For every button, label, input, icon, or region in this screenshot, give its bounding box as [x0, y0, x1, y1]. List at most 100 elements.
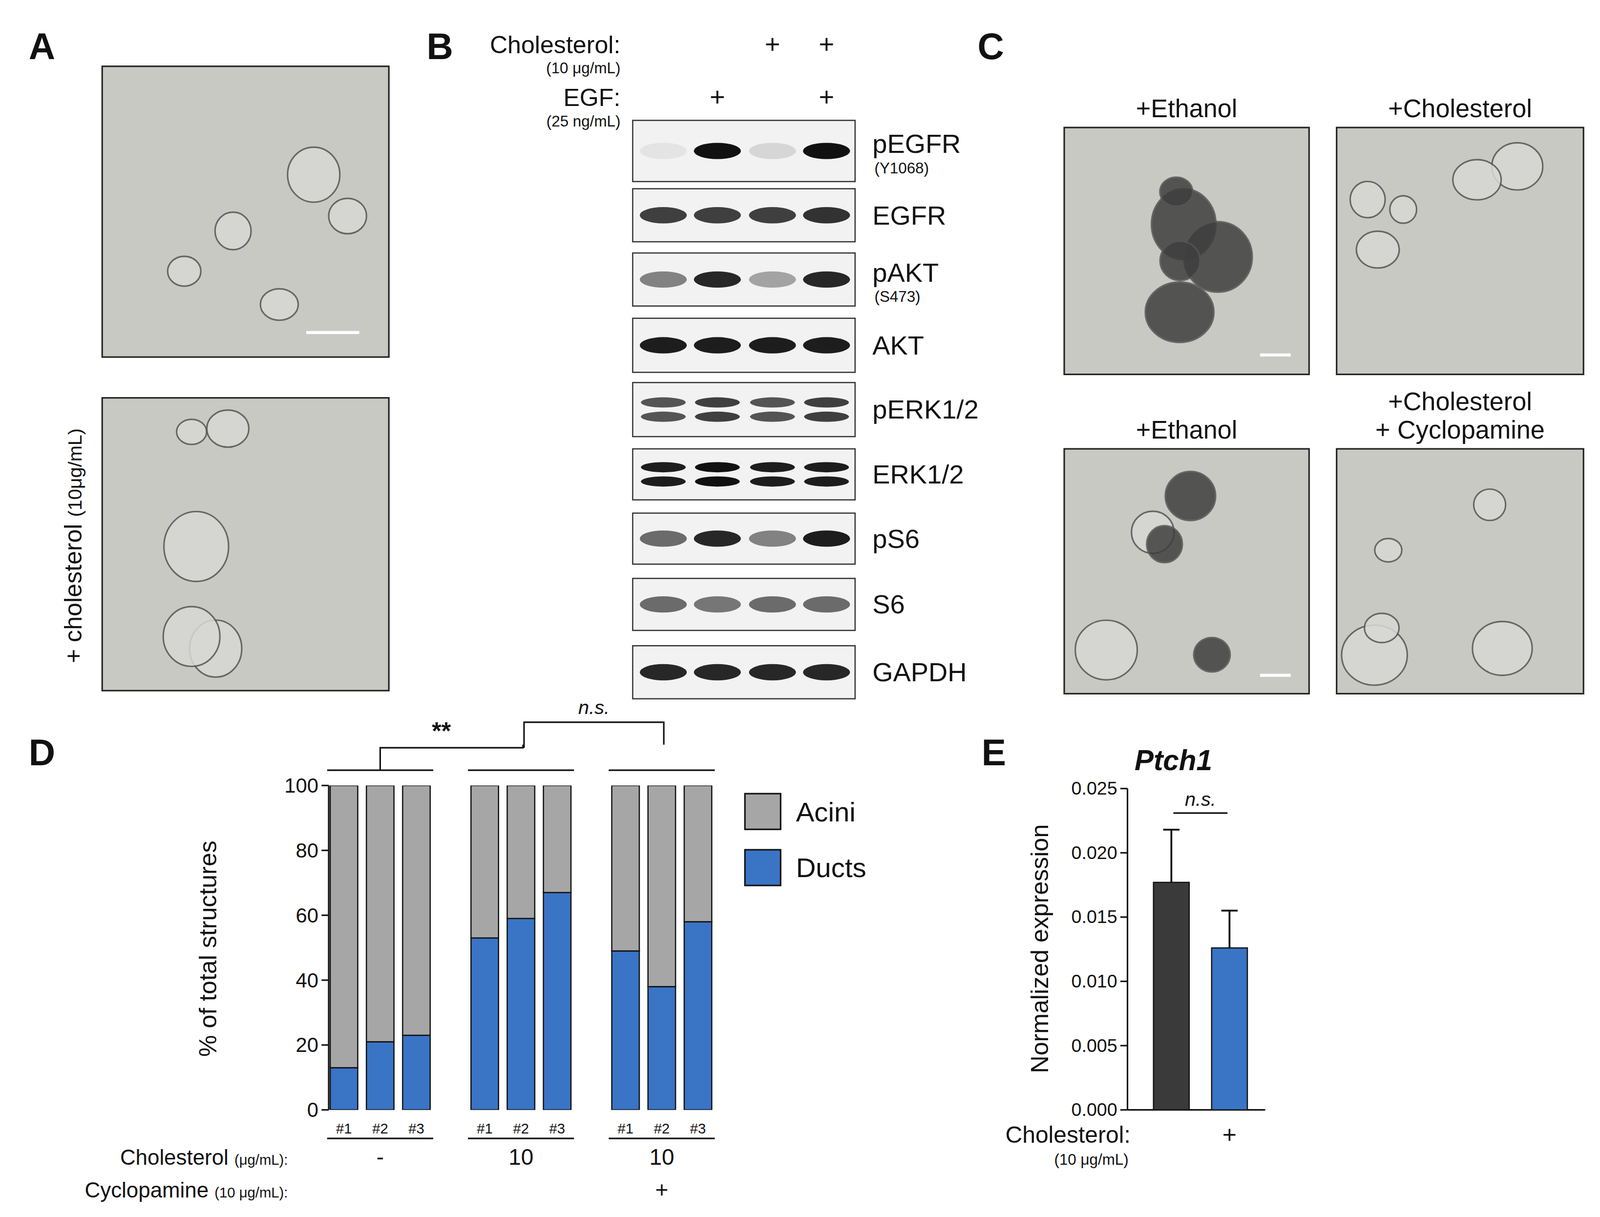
y-tick-label: 60 — [295, 904, 319, 927]
y-tick-label: 0.020 — [1071, 842, 1118, 864]
bar — [648, 785, 676, 987]
cell — [1389, 195, 1417, 224]
y-tick-label: 0.025 — [1071, 778, 1118, 799]
y-tick-label: 0.000 — [1071, 1099, 1118, 1120]
row-value: - — [376, 1144, 384, 1170]
cell — [287, 147, 340, 203]
y-tick — [321, 849, 329, 852]
bar — [611, 950, 640, 1110]
blot-site: (S473) — [874, 288, 921, 306]
x-tick-label: #2 — [372, 1120, 389, 1137]
label: (25 ng/mL) — [546, 112, 621, 130]
blot-label: AKT — [872, 330, 925, 361]
cell — [1473, 489, 1506, 521]
bar — [506, 918, 535, 1111]
blot-label: pAKT — [872, 257, 939, 288]
band — [640, 411, 686, 422]
cell — [206, 410, 249, 448]
bar — [1153, 882, 1190, 1111]
row-label: Cholesterol (μg/mL): — [120, 1145, 288, 1170]
group-line — [608, 769, 715, 772]
band — [639, 207, 687, 224]
bar — [684, 921, 712, 1110]
panel-label: D — [28, 732, 56, 774]
cell — [1145, 282, 1214, 343]
cell — [1364, 613, 1400, 643]
label-text: + cholesterol — [59, 517, 87, 664]
bar — [330, 1067, 358, 1110]
micrograph — [1336, 127, 1584, 375]
band — [640, 462, 686, 473]
blot-label: EGFR — [872, 200, 947, 231]
blot-frame — [632, 448, 855, 500]
y-tick — [321, 784, 329, 787]
cell — [214, 211, 252, 250]
y-tick — [321, 1044, 329, 1046]
legend-swatch — [744, 793, 781, 830]
band — [694, 397, 740, 408]
cell — [1356, 231, 1400, 268]
lane-sign: + — [709, 82, 726, 112]
image-frame — [102, 66, 389, 358]
blot-label: pEGFR — [872, 128, 961, 159]
y-tick-label: 0.015 — [1071, 906, 1118, 927]
row-label-text: Cholesterol — [120, 1145, 235, 1170]
blot — [632, 448, 855, 500]
cell — [1075, 620, 1138, 680]
cell — [1159, 241, 1200, 281]
bar — [366, 1041, 394, 1110]
page: { "figure": { "panel_labels": ["A", "B",… — [0, 0, 1600, 1217]
legend-swatch — [744, 849, 781, 886]
significance: n.s. — [578, 696, 610, 718]
group-line — [467, 769, 574, 772]
y-tick-label: 40 — [295, 968, 319, 992]
band — [639, 530, 687, 547]
blot — [632, 188, 855, 242]
significance-bracket — [379, 744, 523, 771]
blot-label: pERK1/2 — [872, 394, 979, 425]
cell — [1349, 181, 1386, 218]
row-label-unit: (μg/mL): — [234, 1152, 288, 1168]
blot-frame — [632, 645, 855, 699]
image-frame — [102, 398, 389, 692]
band — [802, 596, 850, 613]
band — [750, 397, 796, 408]
bar — [1211, 947, 1248, 1111]
y-tick-label: 0.010 — [1071, 970, 1118, 992]
band — [694, 411, 740, 422]
x-tick-label: #2 — [653, 1120, 671, 1137]
band — [803, 462, 849, 473]
error-bar — [1221, 910, 1238, 948]
band — [749, 596, 797, 613]
y-tick-label: 20 — [295, 1033, 319, 1057]
y-axis-label: Normalized expression — [1026, 824, 1054, 1074]
band — [694, 271, 741, 288]
blot-frame — [632, 188, 855, 242]
blot-frame — [632, 252, 855, 307]
cell — [167, 256, 201, 287]
cell — [260, 288, 298, 320]
band — [750, 462, 796, 473]
scale-bar — [306, 331, 360, 335]
band — [749, 207, 797, 224]
x-tick-label: #1 — [336, 1120, 353, 1137]
blot — [632, 120, 855, 182]
cell — [1146, 525, 1183, 563]
micrograph — [102, 66, 389, 358]
bar — [470, 938, 499, 1111]
x-tick-label: + — [1222, 1120, 1237, 1149]
band — [694, 476, 740, 487]
cell — [1165, 471, 1216, 521]
panel-label: A — [28, 25, 56, 67]
cell — [1472, 621, 1533, 676]
x-tick-label: #1 — [617, 1120, 634, 1137]
image-frame — [1064, 448, 1309, 694]
y-tick — [321, 914, 329, 917]
band — [694, 207, 741, 224]
blot-label: ERK1/2 — [872, 459, 964, 490]
band — [639, 142, 687, 159]
x-tick-label: #3 — [549, 1120, 566, 1137]
band — [749, 271, 797, 288]
band — [749, 142, 797, 159]
y-tick — [321, 1109, 329, 1111]
